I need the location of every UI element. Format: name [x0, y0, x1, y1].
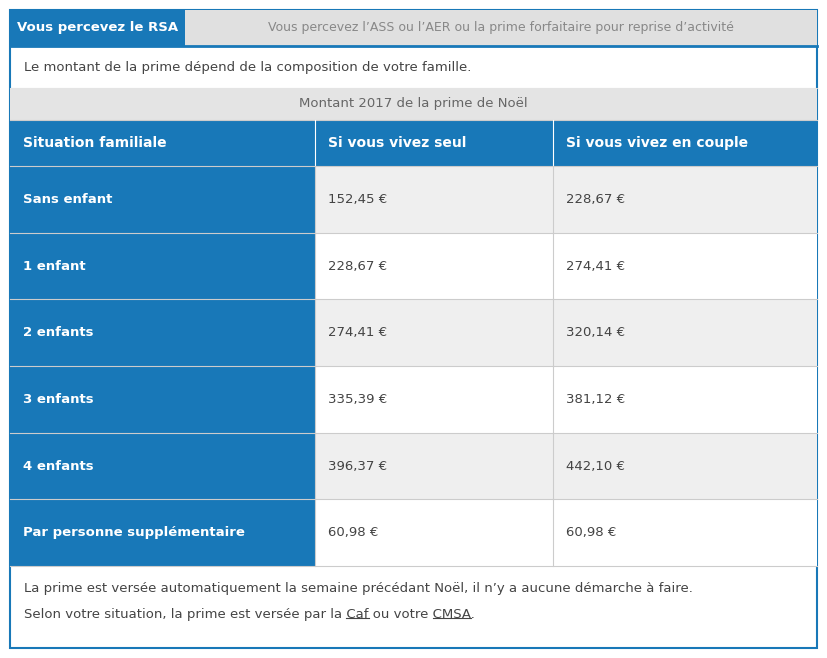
Bar — [553, 433, 817, 499]
Text: Vous percevez l’ASS ou l’AER ou la prime forfaitaire pour reprise d’activité: Vous percevez l’ASS ou l’AER ou la prime… — [268, 22, 734, 34]
Text: 1 enfant: 1 enfant — [23, 259, 86, 272]
Bar — [315, 499, 553, 566]
Text: 152,45 €: 152,45 € — [328, 193, 387, 206]
Bar — [10, 166, 315, 233]
Text: 320,14 €: 320,14 € — [566, 326, 625, 339]
Bar — [553, 366, 817, 433]
Text: 2 enfants: 2 enfants — [23, 326, 93, 339]
Text: La prime est versée automatiquement la semaine précédant Noël, il n’y a aucune d: La prime est versée automatiquement la s… — [24, 582, 693, 594]
Bar — [315, 166, 553, 233]
Text: 274,41 €: 274,41 € — [328, 326, 387, 339]
Text: 442,10 €: 442,10 € — [566, 459, 625, 472]
Text: 335,39 €: 335,39 € — [328, 393, 387, 406]
Bar — [10, 366, 315, 433]
Text: 60,98 €: 60,98 € — [566, 526, 616, 539]
Bar — [315, 233, 553, 299]
Bar — [553, 499, 817, 566]
Text: Situation familiale: Situation familiale — [23, 136, 166, 150]
Text: 228,67 €: 228,67 € — [566, 193, 625, 206]
Text: 274,41 €: 274,41 € — [566, 259, 625, 272]
Text: 396,37 €: 396,37 € — [328, 459, 387, 472]
Text: Par personne supplémentaire: Par personne supplémentaire — [23, 526, 245, 539]
Bar — [10, 299, 315, 366]
Bar — [10, 433, 315, 499]
Bar — [10, 120, 817, 166]
Bar — [10, 499, 315, 566]
Text: Sans enfant: Sans enfant — [23, 193, 112, 206]
Bar — [10, 88, 817, 120]
Bar — [553, 233, 817, 299]
Bar — [315, 433, 553, 499]
Bar — [553, 299, 817, 366]
Text: 381,12 €: 381,12 € — [566, 393, 625, 406]
Text: Montant 2017 de la prime de Noël: Montant 2017 de la prime de Noël — [299, 97, 528, 111]
Bar — [315, 299, 553, 366]
Text: Le montant de la prime dépend de la composition de votre famille.: Le montant de la prime dépend de la comp… — [24, 61, 471, 74]
Text: Si vous vivez en couple: Si vous vivez en couple — [566, 136, 748, 150]
Text: 60,98 €: 60,98 € — [328, 526, 379, 539]
Bar — [315, 366, 553, 433]
Text: 3 enfants: 3 enfants — [23, 393, 93, 406]
Text: Selon votre situation, la prime est versée par la Caf ou votre CMSA.: Selon votre situation, la prime est vers… — [24, 607, 475, 620]
Bar — [10, 10, 185, 46]
Text: Si vous vivez seul: Si vous vivez seul — [328, 136, 466, 150]
Bar — [185, 10, 817, 46]
Bar — [553, 166, 817, 233]
Text: Vous percevez le RSA: Vous percevez le RSA — [17, 22, 178, 34]
Text: 4 enfants: 4 enfants — [23, 459, 93, 472]
Bar — [10, 233, 315, 299]
Text: 228,67 €: 228,67 € — [328, 259, 387, 272]
